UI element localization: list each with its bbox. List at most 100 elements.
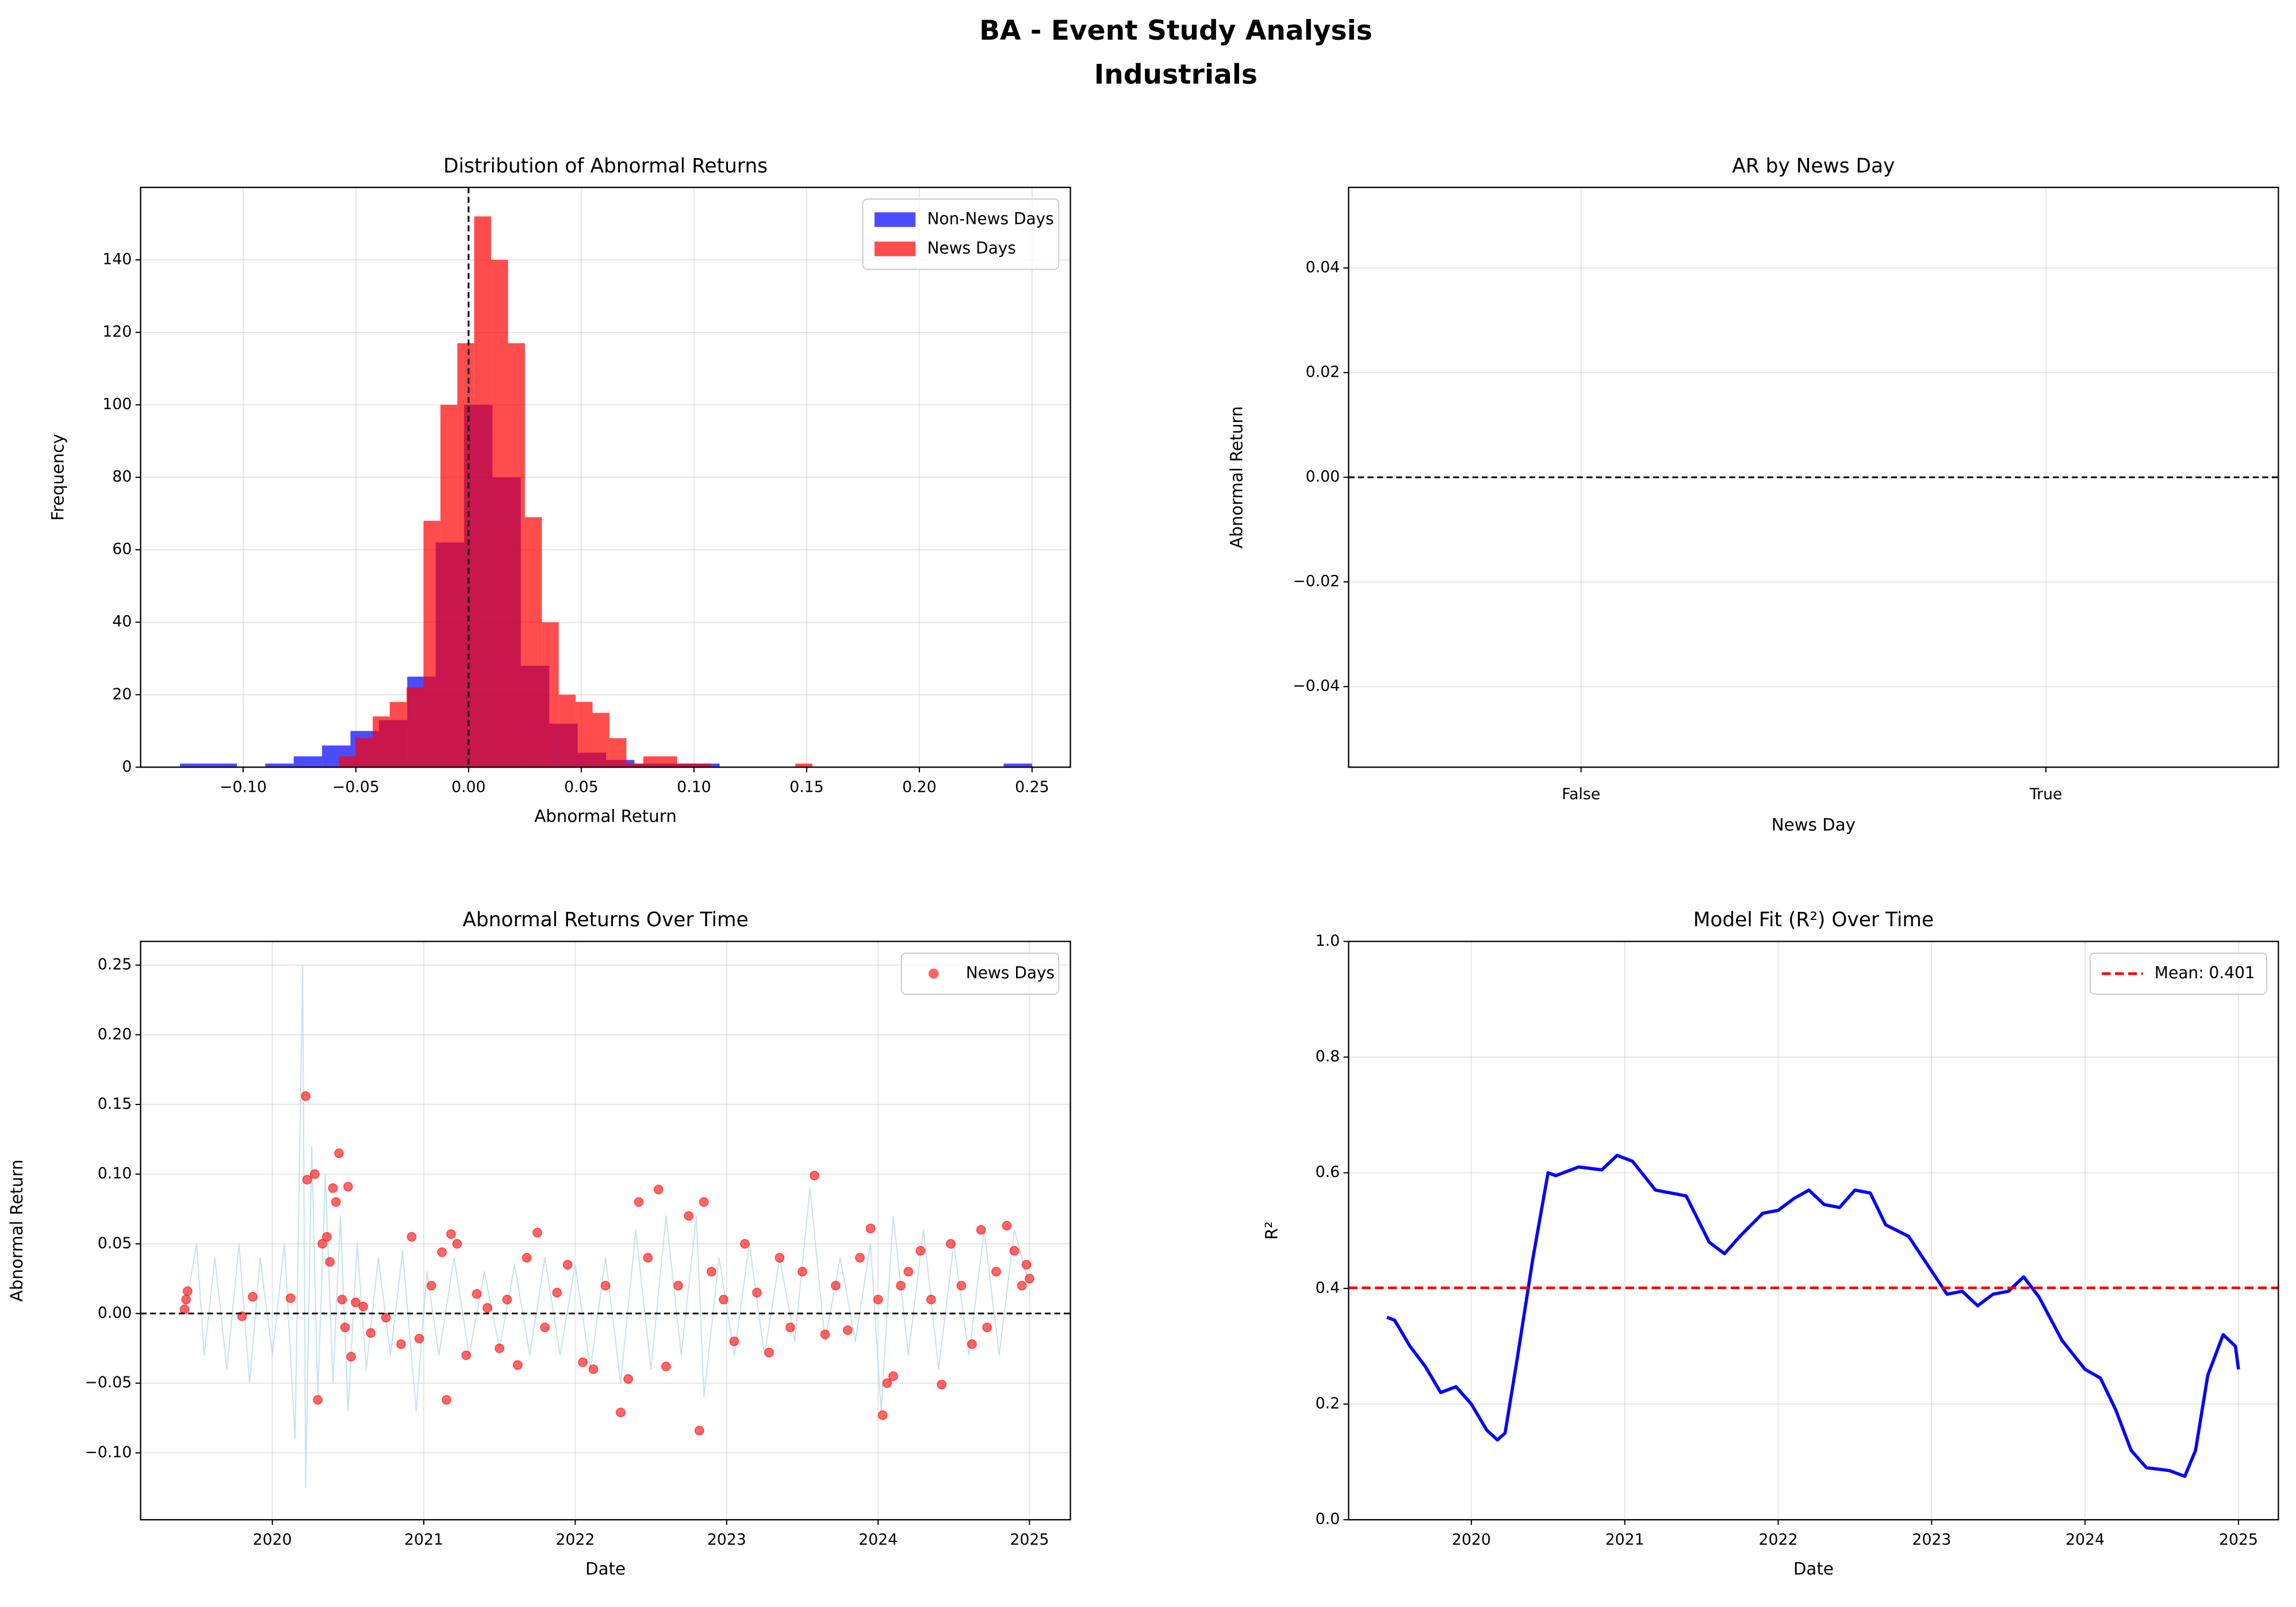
scatter-point bbox=[653, 1184, 664, 1195]
y-tick-label: 0.6 bbox=[1316, 1163, 1340, 1181]
axes-frame bbox=[1348, 186, 2279, 768]
histogram-bar bbox=[373, 716, 390, 768]
plot-area bbox=[140, 187, 1071, 768]
scatter-point bbox=[437, 1247, 447, 1257]
y-tick-label: 40 bbox=[112, 613, 132, 631]
histogram-bar bbox=[643, 756, 661, 768]
scatter-point bbox=[317, 1238, 327, 1249]
scatter-point bbox=[495, 1343, 505, 1353]
plot-area bbox=[1348, 941, 2279, 1520]
x-tick-label: 2022 bbox=[1758, 1531, 1797, 1548]
scatter-point bbox=[877, 1410, 888, 1420]
scatter-point bbox=[328, 1183, 338, 1193]
scatter-point bbox=[739, 1238, 750, 1249]
histogram-bar bbox=[293, 756, 323, 768]
scatter-point bbox=[873, 1294, 883, 1305]
x-tick-label: −0.10 bbox=[220, 778, 267, 796]
scatter-point bbox=[578, 1357, 588, 1367]
histogram-bar bbox=[407, 687, 424, 768]
scatter-point bbox=[407, 1232, 417, 1242]
scatter-point bbox=[532, 1228, 542, 1238]
axes-title: Model Fit (R²) Over Time bbox=[1693, 908, 1934, 931]
scatter-point bbox=[461, 1350, 472, 1360]
histogram-bar bbox=[1003, 764, 1032, 768]
y-tick-label: 100 bbox=[102, 396, 132, 413]
scatter-point bbox=[865, 1224, 876, 1234]
scatter-point bbox=[302, 1175, 312, 1185]
scatter-point bbox=[452, 1238, 462, 1249]
axes-frame bbox=[1348, 941, 2279, 1521]
x-tick-label: 0.00 bbox=[451, 778, 485, 796]
histogram-bar bbox=[355, 738, 373, 768]
y-axis-label: R² bbox=[1262, 1221, 1281, 1240]
scatter-point bbox=[600, 1280, 611, 1291]
scatter-point bbox=[797, 1267, 807, 1277]
x-tick-label: 0.15 bbox=[789, 778, 824, 796]
scatter-point bbox=[946, 1238, 956, 1249]
scatter-point bbox=[991, 1267, 1001, 1277]
scatter-point bbox=[446, 1229, 456, 1239]
histogram-bar bbox=[339, 756, 356, 768]
scatter-point bbox=[1002, 1221, 1012, 1231]
legend-label: News Days bbox=[966, 963, 1055, 982]
scatter-point bbox=[552, 1287, 562, 1298]
y-tick-label: 0.04 bbox=[1306, 259, 1340, 277]
scatter-point bbox=[472, 1289, 482, 1299]
scatter-point bbox=[673, 1280, 683, 1291]
y-tick-label: 0.4 bbox=[1316, 1279, 1340, 1297]
scatter-point bbox=[896, 1280, 906, 1291]
histogram-bar bbox=[626, 764, 643, 768]
axes-frame bbox=[140, 941, 1071, 1521]
scatter-point bbox=[615, 1407, 626, 1418]
x-axis-label: Date bbox=[585, 1559, 626, 1578]
scatter-point bbox=[340, 1322, 350, 1333]
scatter-point bbox=[512, 1360, 523, 1370]
legend-label: Mean: 0.401 bbox=[2155, 963, 2255, 982]
histogram-bar bbox=[180, 764, 209, 768]
x-tick-label: 0.20 bbox=[902, 778, 937, 796]
scatter-point bbox=[623, 1374, 633, 1384]
scatter-point bbox=[752, 1287, 762, 1298]
scatter-point bbox=[699, 1197, 709, 1207]
scatter-point bbox=[820, 1329, 830, 1340]
scatter-point bbox=[285, 1293, 296, 1303]
scatter-point bbox=[396, 1339, 406, 1349]
scatter-point bbox=[982, 1322, 992, 1333]
scatter-point bbox=[956, 1280, 967, 1291]
y-tick-label: −0.10 bbox=[85, 1443, 132, 1461]
legend-swatch bbox=[874, 241, 916, 256]
x-tick-label: 2021 bbox=[1605, 1531, 1645, 1548]
axes-title: AR by News Day bbox=[1732, 155, 1895, 178]
scatter-point bbox=[482, 1303, 493, 1313]
y-axis-label: Frequency bbox=[48, 434, 67, 521]
scatter-point bbox=[182, 1286, 193, 1297]
axes-title: Abnormal Returns Over Time bbox=[462, 908, 748, 931]
histogram-bar bbox=[208, 764, 237, 768]
scatter-point bbox=[358, 1301, 369, 1311]
scatter-point bbox=[309, 1169, 320, 1179]
scatter-point bbox=[346, 1352, 357, 1362]
histogram-bar bbox=[389, 701, 407, 768]
scatter-point bbox=[562, 1260, 573, 1270]
y-tick-label: −0.04 bbox=[1293, 677, 1340, 695]
scatter-point bbox=[540, 1322, 550, 1333]
histogram-bar bbox=[558, 695, 576, 768]
scatter-point bbox=[855, 1253, 865, 1263]
scatter-point bbox=[331, 1197, 341, 1207]
histogram-bar bbox=[508, 343, 525, 768]
scatter-point bbox=[967, 1339, 977, 1349]
x-tick-label: 2025 bbox=[2219, 1531, 2258, 1548]
x-tick-label: 2025 bbox=[1010, 1531, 1049, 1548]
histogram-bar bbox=[491, 259, 508, 768]
scatter-point bbox=[322, 1232, 332, 1242]
y-tick-label: 0.20 bbox=[98, 1025, 132, 1043]
scatter-point bbox=[976, 1225, 986, 1235]
scatter-point bbox=[248, 1292, 258, 1302]
y-tick-label: 0.02 bbox=[1306, 363, 1340, 381]
histogram-bar bbox=[474, 216, 492, 768]
x-tick-label: 2023 bbox=[1912, 1531, 1951, 1548]
x-tick-label: False bbox=[1562, 785, 1600, 803]
plot-area bbox=[140, 941, 1071, 1520]
scatter-point bbox=[888, 1371, 898, 1381]
